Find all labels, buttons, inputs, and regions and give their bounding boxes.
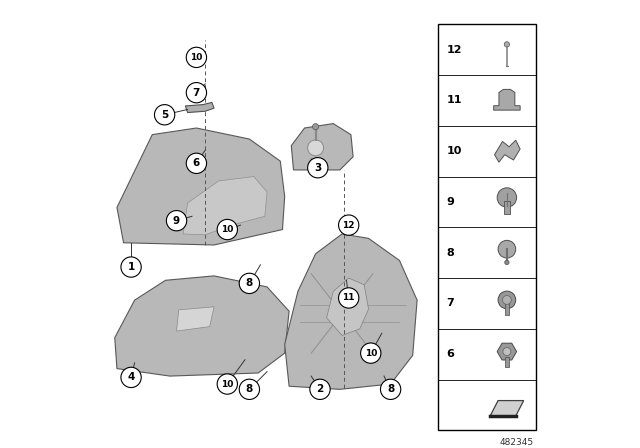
Text: 1: 1	[127, 262, 134, 272]
Polygon shape	[285, 234, 417, 389]
Polygon shape	[497, 343, 516, 360]
Text: 7: 7	[193, 88, 200, 98]
Circle shape	[217, 374, 237, 394]
Polygon shape	[183, 177, 267, 235]
Text: 11: 11	[446, 95, 461, 105]
Circle shape	[339, 215, 359, 235]
Circle shape	[239, 379, 260, 400]
Text: 10: 10	[221, 225, 234, 234]
Text: 10: 10	[365, 349, 377, 358]
Polygon shape	[177, 307, 214, 331]
Circle shape	[308, 140, 324, 156]
Circle shape	[504, 42, 509, 47]
Text: 12: 12	[342, 220, 355, 230]
Text: 9: 9	[173, 215, 180, 226]
Circle shape	[503, 348, 511, 356]
Circle shape	[505, 260, 509, 265]
Polygon shape	[186, 103, 214, 112]
Circle shape	[502, 296, 511, 304]
Text: 12: 12	[446, 45, 461, 55]
Circle shape	[166, 211, 187, 231]
Text: 4: 4	[127, 372, 135, 383]
FancyBboxPatch shape	[505, 357, 509, 366]
Circle shape	[308, 158, 328, 178]
Text: 10: 10	[446, 146, 461, 156]
Circle shape	[239, 273, 260, 293]
Circle shape	[217, 220, 237, 240]
Text: 482345: 482345	[500, 438, 534, 447]
FancyBboxPatch shape	[438, 24, 536, 431]
FancyBboxPatch shape	[504, 201, 509, 214]
Text: 5: 5	[161, 110, 168, 120]
Circle shape	[498, 240, 516, 258]
Text: 7: 7	[446, 298, 454, 309]
Text: 9: 9	[446, 197, 454, 207]
Circle shape	[339, 288, 359, 308]
Circle shape	[154, 105, 175, 125]
Text: 11: 11	[342, 293, 355, 302]
Circle shape	[380, 379, 401, 400]
Polygon shape	[291, 124, 353, 170]
Text: 8: 8	[246, 278, 253, 289]
Text: 6: 6	[446, 349, 454, 359]
Text: 8: 8	[246, 384, 253, 394]
Circle shape	[312, 124, 319, 130]
Circle shape	[360, 343, 381, 363]
Text: 2: 2	[316, 384, 324, 394]
FancyBboxPatch shape	[505, 303, 509, 314]
Circle shape	[497, 188, 516, 207]
Text: 10: 10	[190, 53, 203, 62]
Circle shape	[498, 291, 516, 309]
Polygon shape	[117, 128, 285, 245]
Text: 10: 10	[221, 379, 234, 388]
Circle shape	[186, 47, 207, 68]
Polygon shape	[115, 276, 289, 376]
Polygon shape	[495, 140, 520, 162]
Polygon shape	[490, 401, 524, 416]
Polygon shape	[493, 90, 520, 110]
Text: 8: 8	[387, 384, 394, 394]
Polygon shape	[326, 278, 369, 336]
Circle shape	[121, 257, 141, 277]
Circle shape	[186, 82, 207, 103]
Circle shape	[310, 379, 330, 400]
Text: 8: 8	[446, 248, 454, 258]
Text: 6: 6	[193, 158, 200, 168]
Text: 3: 3	[314, 163, 321, 173]
Circle shape	[186, 153, 207, 173]
Circle shape	[121, 367, 141, 388]
